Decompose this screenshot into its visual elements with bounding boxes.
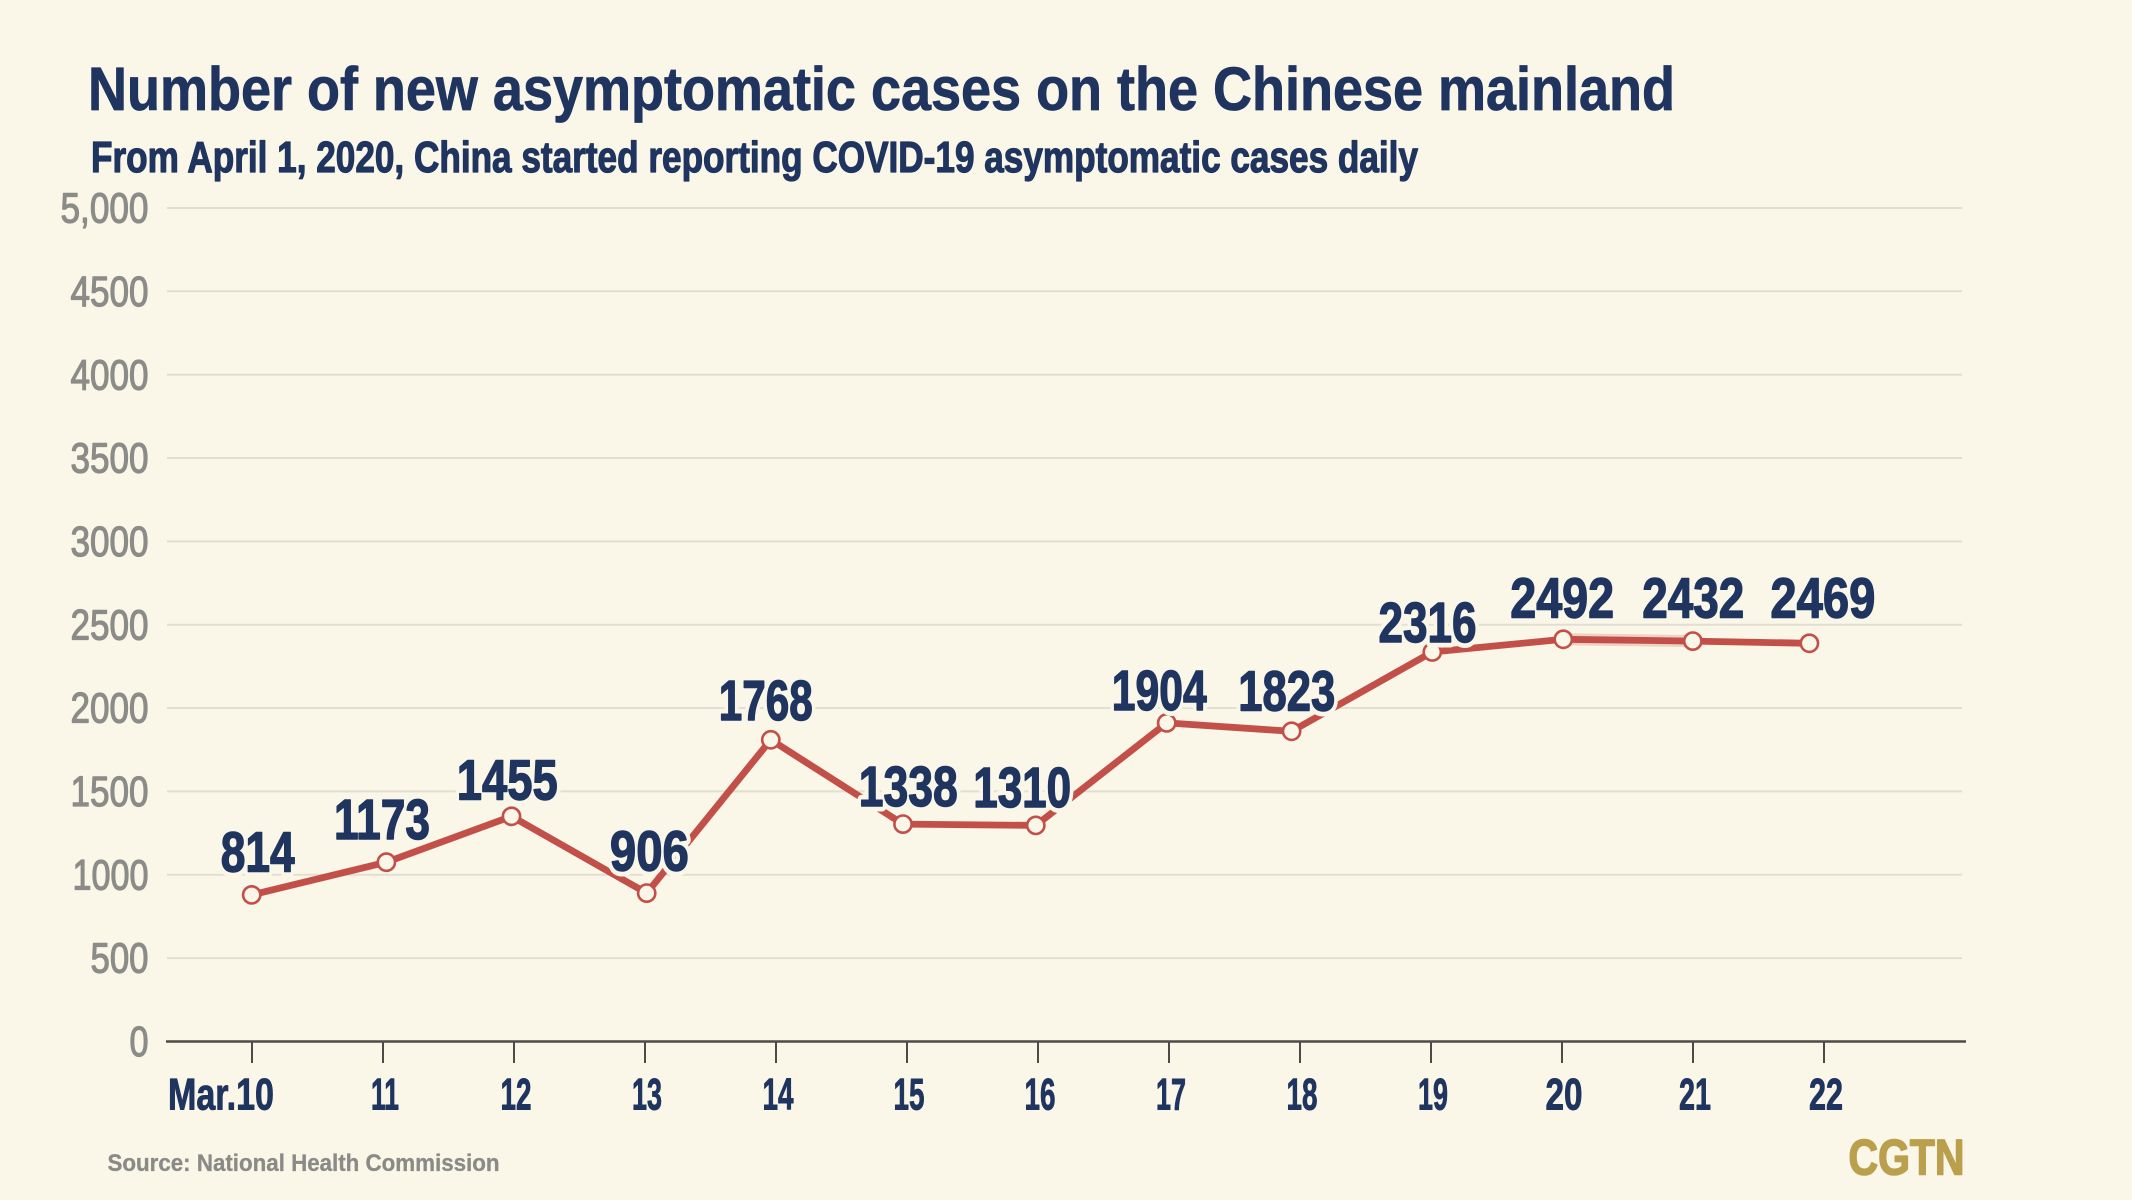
svg-text:1173: 1173 [334,788,430,852]
svg-text:814: 814 [221,821,295,885]
svg-text:1904: 1904 [1112,659,1207,723]
svg-text:17: 17 [1156,1070,1186,1119]
svg-text:2432: 2432 [1642,566,1744,630]
svg-text:1000: 1000 [73,851,149,898]
svg-text:3500: 3500 [71,435,149,482]
svg-text:814: 814 [221,821,295,885]
svg-text:2316: 2316 [1379,591,1477,655]
svg-text:1455: 1455 [457,749,558,813]
svg-text:From April 1, 2020, China star: From April 1, 2020, China started report… [91,133,1419,182]
svg-text:11: 11 [371,1070,399,1119]
svg-text:14: 14 [763,1070,794,1119]
svg-text:Number of new asymptomatic cas: Number of new asymptomatic cases on the … [88,55,1675,123]
svg-text:906: 906 [610,820,689,884]
svg-text:Mar.10: Mar.10 [168,1070,274,1119]
svg-text:2000: 2000 [71,685,149,732]
svg-text:2492: 2492 [1510,566,1614,630]
svg-text:3000: 3000 [71,518,149,565]
svg-text:21: 21 [1679,1070,1711,1119]
svg-text:500: 500 [91,935,149,982]
svg-text:19: 19 [1418,1070,1448,1119]
svg-text:2492: 2492 [1510,566,1614,630]
svg-text:16: 16 [1025,1070,1056,1119]
svg-text:1173: 1173 [334,788,430,852]
svg-text:1500: 1500 [71,768,149,815]
svg-text:18: 18 [1287,1070,1318,1119]
svg-text:15: 15 [894,1070,925,1119]
svg-text:1768: 1768 [719,669,813,733]
svg-text:Source: National Health Commis: Source: National Health Commission [108,1151,500,1177]
svg-text:1338: 1338 [859,755,958,819]
svg-text:2316: 2316 [1379,591,1477,655]
svg-text:12: 12 [501,1070,532,1119]
svg-text:22: 22 [1809,1070,1843,1119]
svg-text:1310: 1310 [973,756,1071,820]
svg-text:4000: 4000 [71,351,149,398]
svg-text:1310: 1310 [973,756,1071,820]
svg-text:13: 13 [632,1070,662,1119]
svg-text:1904: 1904 [1112,659,1207,723]
svg-text:2469: 2469 [1770,566,1875,630]
svg-text:2469: 2469 [1770,566,1875,630]
svg-text:906: 906 [610,820,689,884]
svg-text:2432: 2432 [1642,566,1744,630]
svg-text:4500: 4500 [71,268,149,315]
svg-text:20: 20 [1546,1070,1583,1119]
svg-text:0: 0 [130,1018,149,1065]
svg-text:1455: 1455 [457,749,558,813]
svg-text:2500: 2500 [71,601,149,648]
svg-text:5,000: 5,000 [61,185,149,232]
svg-text:1823: 1823 [1238,660,1335,724]
svg-text:1823: 1823 [1238,660,1335,724]
svg-text:1768: 1768 [719,669,813,733]
svg-text:CGTN: CGTN [1849,1130,1965,1186]
svg-text:1338: 1338 [859,755,958,819]
